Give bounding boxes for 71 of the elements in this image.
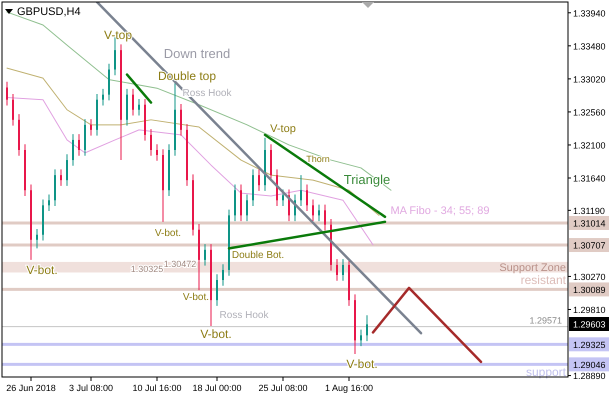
candlestick: [204, 244, 206, 266]
candlestick: [156, 144, 158, 162]
candlestick: [312, 199, 314, 222]
annotation: V-bot.: [200, 327, 232, 341]
candlestick: [324, 204, 326, 231]
candlestick: [258, 168, 260, 192]
annotation: support: [526, 365, 567, 379]
x-tick-label: 3 Jul 08:00: [68, 383, 114, 393]
annotation: V-top: [270, 123, 296, 135]
y-tick-label: 1.33480: [573, 41, 606, 52]
candlestick: [114, 34, 116, 76]
candlestick: [48, 194, 50, 212]
annotation: Double Bot.: [232, 250, 284, 261]
y-tick-label: 1.32560: [573, 107, 606, 118]
candlestick: [336, 258, 338, 282]
candlestick: [246, 194, 248, 222]
candlestick: [342, 258, 344, 282]
annotation: V-bot.: [346, 357, 378, 371]
candlestick: [222, 264, 224, 286]
annotation: Down trend: [164, 46, 230, 61]
chart-title: GBPUSD,H4: [17, 6, 81, 18]
candlestick: [36, 228, 38, 249]
candlestick: [360, 329, 362, 347]
annotation: Thorn: [306, 154, 330, 164]
annotation: V-bot.: [182, 292, 210, 303]
candlestick: [306, 184, 308, 212]
band-label: Support Zone: [499, 262, 566, 274]
x-tick-label: 10 Jul 16:00: [132, 383, 182, 393]
annotation: 1.30325: [130, 264, 164, 274]
candlestick: [72, 134, 74, 166]
candlestick: [6, 81, 8, 106]
y-tick-label: 1.29810: [573, 304, 606, 315]
ref-line-label: 1.29571: [529, 316, 562, 326]
candlestick: [66, 154, 68, 186]
x-tick-label: 18 Jul 00:00: [192, 383, 242, 393]
y-tick-label: 1.30270: [573, 272, 606, 282]
y-tick-label: 1.33020: [573, 74, 606, 84]
x-tick-label: 26 Jun 2018: [6, 383, 56, 393]
ref-line-label: 1.30707: [573, 240, 606, 251]
x-tick-label: 25 Jul 08:00: [258, 383, 308, 393]
x-tick-label: 1 Aug 16:00: [324, 383, 374, 393]
candlestick: [366, 314, 368, 342]
annotation: resistant: [520, 273, 567, 287]
candlestick: [78, 134, 80, 156]
candlestick: [216, 274, 218, 306]
candlestick: [60, 168, 62, 186]
y-tick-label: 1.31190: [573, 206, 605, 216]
y-tick-label: 1.32100: [573, 140, 606, 150]
candlestick: [138, 98, 140, 116]
candlestick: [318, 204, 320, 222]
candlestick: [300, 174, 302, 207]
candlestick: [132, 88, 134, 116]
ref-line-label: 1.29325: [573, 340, 606, 350]
ref-line-label: 1.29046: [573, 360, 606, 370]
text: 1.29603: [573, 320, 606, 330]
y-tick-label: 1.31640: [573, 174, 606, 184]
ref-line-label: 1.31014: [573, 218, 606, 228]
ref-line-label: 1.30089: [573, 284, 606, 295]
annotation: V-bot.: [154, 228, 182, 239]
candlestick: [102, 88, 104, 106]
y-tick-label: 1.28890: [573, 371, 606, 382]
annotation: 1.30472: [164, 259, 196, 269]
y-tick-label: 1.33940: [573, 8, 606, 18]
candlestick: [180, 104, 182, 136]
annotation: MA Fibo - 34; 55; 89: [390, 205, 490, 217]
candlestick: [282, 189, 284, 207]
candlestick: [90, 118, 92, 136]
candlestick: [150, 128, 152, 156]
annotation: Ross Hook: [220, 310, 270, 321]
annotation: V-bot.: [26, 263, 58, 277]
candlestick: [12, 93, 14, 126]
